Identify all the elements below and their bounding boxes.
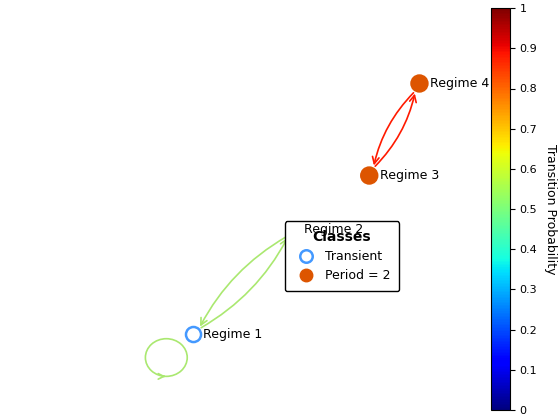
Text: Regime 3: Regime 3 (380, 169, 439, 182)
Text: Regime 1: Regime 1 (203, 328, 263, 341)
Legend: Transient, Period = 2: Transient, Period = 2 (285, 221, 399, 291)
Circle shape (361, 167, 377, 184)
Circle shape (411, 75, 428, 92)
Text: Regime 2: Regime 2 (304, 223, 363, 236)
Y-axis label: Transition Probability: Transition Probability (544, 144, 557, 274)
Text: Regime 4: Regime 4 (430, 77, 489, 90)
